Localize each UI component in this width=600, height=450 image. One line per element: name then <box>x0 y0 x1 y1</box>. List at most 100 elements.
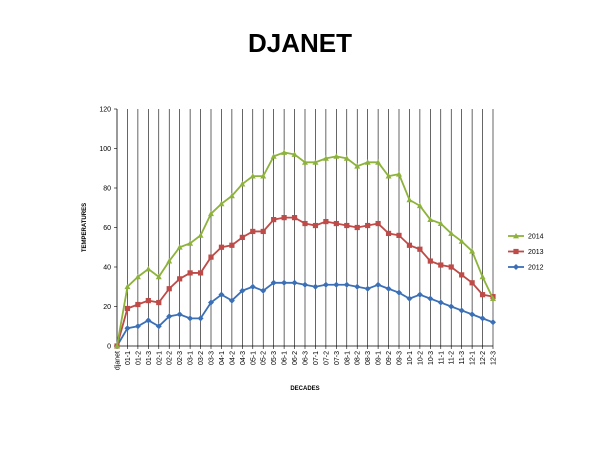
data-point-triangle <box>166 258 173 264</box>
data-point-triangle <box>385 173 392 179</box>
data-point-square <box>281 215 287 221</box>
data-point-triangle <box>427 216 434 222</box>
data-point-square <box>135 301 141 308</box>
y-tick-label: 60 <box>103 225 111 232</box>
data-point-triangle <box>396 171 402 177</box>
data-point-diamond <box>458 307 465 314</box>
data-point-diamond <box>197 315 204 322</box>
data-point-diamond <box>437 299 444 306</box>
data-point-square <box>124 305 131 312</box>
data-point-triangle <box>490 295 496 301</box>
x-tick-label: 08-3 <box>365 351 372 365</box>
data-point-diamond <box>333 281 340 288</box>
data-point-triangle <box>302 159 308 165</box>
data-point-triangle <box>312 159 319 165</box>
data-point-triangle <box>114 343 120 349</box>
x-tick-labels: djanet 01-1 01-2 01-3 02-1 02-2 02-3 03-1 03-2 03… <box>115 351 498 370</box>
legend-entry-2013: 2013 <box>508 248 544 256</box>
x-tick-label: 04-2 <box>229 351 236 365</box>
data-point-triangle <box>155 273 162 280</box>
data-point-triangle <box>218 200 225 207</box>
x-tick-label: 08-2 <box>355 351 362 365</box>
data-point-diamond <box>375 281 382 288</box>
data-point-square <box>250 228 256 235</box>
data-point-diamond <box>490 319 496 326</box>
x-tick-label: 09-1 <box>376 351 383 365</box>
data-point-diamond <box>364 285 371 292</box>
x-tick-label: 02-2 <box>167 351 174 365</box>
legend-label: 2013 <box>528 249 544 256</box>
data-point-square <box>354 224 360 231</box>
x-tick-label: 07-3 <box>334 351 341 365</box>
data-point-square <box>229 242 235 248</box>
data-point-diamond <box>228 297 235 304</box>
data-point-triangle <box>448 230 455 236</box>
legend-label: 2014 <box>528 234 544 241</box>
x-tick-label: 07-1 <box>313 351 320 365</box>
data-point-triangle <box>469 248 476 254</box>
x-tick-label: 06-2 <box>292 351 299 365</box>
legend-entry-2014: 2014 <box>508 233 544 241</box>
data-point-triangle <box>513 233 519 239</box>
data-point-square <box>479 292 486 298</box>
data-point-square <box>396 232 402 238</box>
data-point-triangle <box>291 151 298 157</box>
series-2012 <box>114 279 496 349</box>
data-point-square <box>344 222 350 229</box>
data-point-triangle <box>333 153 340 159</box>
data-point-square <box>156 299 162 306</box>
data-point-triangle <box>479 273 486 280</box>
data-point-diamond <box>322 281 329 288</box>
data-point-diamond <box>385 285 392 292</box>
data-point-triangle <box>437 220 444 226</box>
legend-entry-2012: 2012 <box>508 264 544 272</box>
data-point-square <box>260 228 266 235</box>
data-point-triangle <box>228 192 235 199</box>
data-point-diamond <box>208 299 214 306</box>
data-point-square <box>177 276 183 282</box>
data-point-square <box>291 215 298 221</box>
data-point-square <box>417 246 423 252</box>
y-tick-label: 20 <box>103 304 111 311</box>
data-point-square <box>333 220 339 227</box>
series-lines <box>114 149 496 349</box>
data-point-square <box>513 248 519 255</box>
x-tick-label: 11-1 <box>438 351 445 365</box>
data-point-diamond <box>134 323 141 330</box>
data-point-triangle <box>145 265 152 272</box>
x-tick-label: 02-1 <box>156 351 163 365</box>
data-point-diamond <box>479 315 486 322</box>
data-point-square <box>145 297 151 304</box>
data-point-diamond <box>249 283 256 290</box>
data-point-triangle <box>354 163 361 169</box>
x-tick-label: 05-1 <box>250 351 257 365</box>
data-point-triangle <box>197 232 204 238</box>
x-axis-title: DECADES <box>290 386 319 392</box>
x-tick-label: 11-3 <box>459 351 466 365</box>
legend: 2014 2013 2012 <box>508 233 544 272</box>
data-point-diamond <box>302 281 308 288</box>
data-point-triangle <box>249 173 256 179</box>
data-point-diamond <box>145 317 152 324</box>
data-point-triangle <box>124 283 131 290</box>
data-point-triangle <box>260 173 267 179</box>
data-point-square <box>375 220 381 227</box>
y-tick-label: 0 <box>107 344 111 351</box>
data-point-diamond <box>187 315 194 322</box>
x-tick-label: 12-1 <box>470 351 477 365</box>
data-point-square <box>469 280 475 286</box>
data-point-diamond <box>312 283 319 290</box>
data-point-square <box>166 286 172 292</box>
x-tick-label: 03-1 <box>188 351 195 365</box>
data-point-diamond <box>354 283 361 290</box>
data-point-square <box>187 270 193 276</box>
data-point-square <box>438 262 444 268</box>
x-tick-label: 08-1 <box>344 351 351 365</box>
data-point-triangle <box>322 155 329 161</box>
data-point-diamond <box>270 279 277 286</box>
data-point-square <box>218 244 225 250</box>
x-tick-label: 06-1 <box>282 351 289 365</box>
data-point-square <box>459 272 465 278</box>
data-point-square <box>239 234 245 240</box>
series-2014 <box>114 149 496 349</box>
